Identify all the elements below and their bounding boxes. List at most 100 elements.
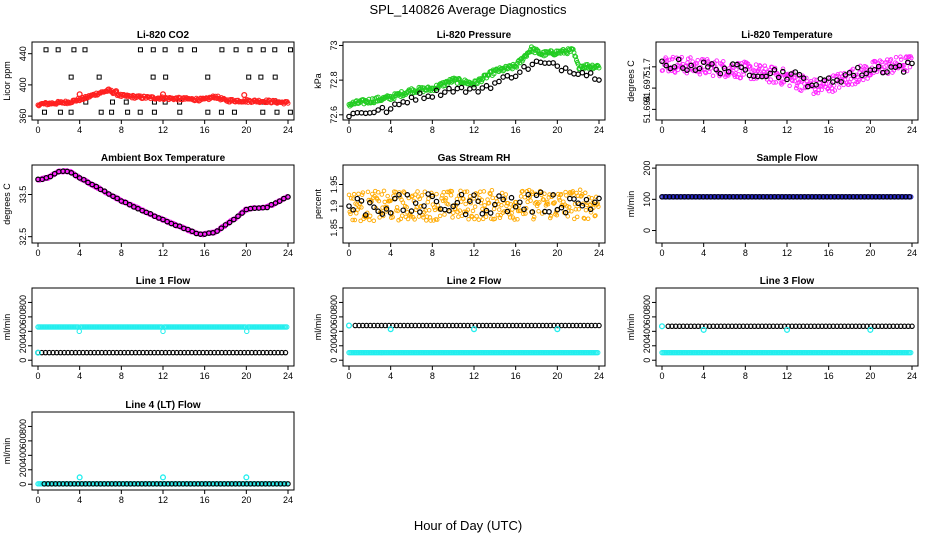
data-point <box>76 328 82 335</box>
data-point <box>434 322 441 329</box>
data-point <box>839 194 845 200</box>
y-tick-label: 51.694 <box>642 96 652 124</box>
data-point <box>245 349 251 356</box>
data-point <box>404 191 411 198</box>
data-point <box>231 109 237 115</box>
data-point <box>904 54 909 59</box>
x-tick-label: 24 <box>594 248 604 258</box>
panel-title: Li-820 CO2 <box>137 30 190 41</box>
data-point <box>95 349 101 356</box>
panel-pres: Li-820 Pressure kPa 0 4 8 12 16 20 24 72.6 72.8 73 <box>313 30 606 135</box>
data-point <box>852 323 859 330</box>
data-point <box>41 481 47 487</box>
x-tick-label: 24 <box>283 248 293 258</box>
x-tick-label: 24 <box>283 495 293 505</box>
x-tick-label: 4 <box>77 495 82 505</box>
data-point <box>417 196 422 202</box>
data-point <box>548 213 554 219</box>
data-point <box>897 323 904 330</box>
data-point <box>734 194 740 200</box>
data-point <box>346 113 352 120</box>
data-point <box>796 323 803 330</box>
data-point <box>898 57 904 62</box>
data-point <box>774 323 780 330</box>
data-point <box>759 323 765 330</box>
data-point <box>102 349 109 356</box>
data-point <box>412 322 418 329</box>
data-point <box>696 65 703 72</box>
y-axis-label: ml/min <box>2 438 12 465</box>
data-point <box>379 211 386 217</box>
y-tick-label: 200 <box>18 338 28 353</box>
data-point <box>704 194 710 200</box>
data-point <box>350 217 355 223</box>
data-point <box>691 323 698 330</box>
data-point <box>359 192 365 198</box>
data-point <box>275 349 281 356</box>
x-tick-label: 0 <box>35 371 40 381</box>
data-point <box>899 194 905 200</box>
data-point <box>214 228 220 234</box>
data-point <box>82 481 89 487</box>
y-tick-label: 0 <box>642 228 652 233</box>
x-tick-label: 12 <box>158 248 168 258</box>
data-point <box>585 200 590 206</box>
data-point <box>779 194 785 200</box>
data-point <box>846 194 853 200</box>
x-tick-label: 16 <box>200 371 210 381</box>
data-point <box>176 481 183 487</box>
data-point <box>496 193 502 199</box>
data-point <box>764 194 770 200</box>
data-point <box>57 109 63 115</box>
data-point <box>246 74 252 80</box>
data-point <box>267 349 274 356</box>
data-point <box>93 183 100 190</box>
data-point <box>457 208 463 213</box>
data-point <box>421 203 427 209</box>
data-point <box>588 210 594 215</box>
data-point <box>159 474 167 481</box>
x-tick-label: 16 <box>824 125 834 135</box>
y-axis-label: ml/min <box>626 314 636 341</box>
data-point <box>775 194 781 200</box>
data-point <box>41 109 47 115</box>
data-point <box>771 67 778 73</box>
data-point <box>99 349 105 356</box>
data-point <box>747 323 754 330</box>
data-point <box>747 64 753 69</box>
data-point <box>114 349 120 356</box>
data-point <box>418 85 424 91</box>
data-point <box>191 47 197 53</box>
data-point <box>463 201 468 207</box>
data-point <box>864 323 870 330</box>
data-point <box>174 349 180 356</box>
data-point <box>404 204 409 210</box>
data-point <box>838 79 844 85</box>
panel-box: Ambient Box Temperature degrees C 0 4 8 12 16 2… <box>2 153 295 258</box>
data-point <box>260 349 266 356</box>
data-point <box>721 59 726 64</box>
data-point <box>732 323 739 330</box>
data-point <box>558 192 563 198</box>
panel-title: Sample Flow <box>756 153 817 164</box>
data-point <box>55 47 61 53</box>
data-point <box>734 67 739 72</box>
data-point <box>569 209 574 214</box>
x-tick-label: 8 <box>743 248 748 258</box>
data-point <box>415 189 420 194</box>
data-point <box>480 216 486 222</box>
x-tick-label: 24 <box>907 125 917 135</box>
x-tick-label: 12 <box>782 125 792 135</box>
panel-temp: Li-820 Temperature degrees C 0 4 8 12 16 20 24 51… <box>626 30 919 135</box>
data-point <box>558 67 565 74</box>
data-point <box>521 206 527 213</box>
data-point <box>551 322 557 329</box>
data-point <box>737 194 744 200</box>
y-tick-label: 400 <box>18 324 28 339</box>
data-point <box>272 74 278 80</box>
data-point <box>562 209 569 216</box>
data-point <box>264 204 270 211</box>
data-point <box>583 190 588 196</box>
data-point <box>684 67 690 73</box>
